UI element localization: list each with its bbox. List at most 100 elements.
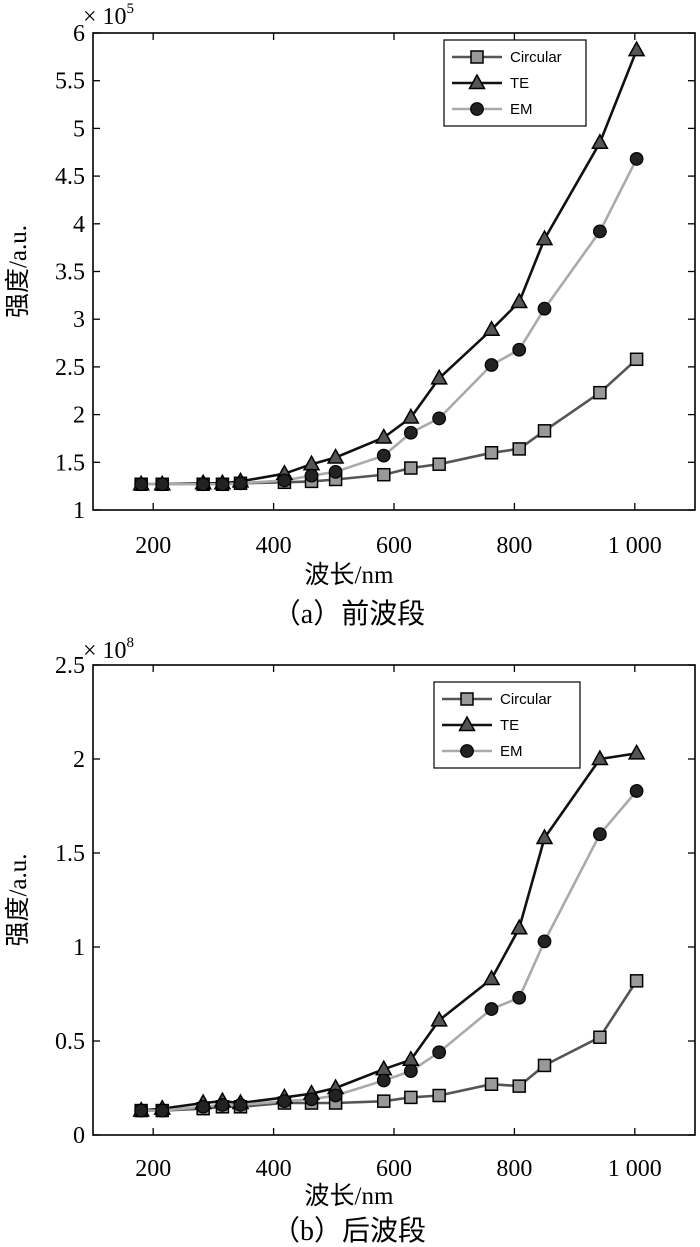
data-point <box>537 1058 552 1073</box>
series-line-em <box>141 790 638 1112</box>
data-point <box>510 292 528 309</box>
data-point <box>277 473 292 488</box>
x-tick-label: 400 <box>256 1156 292 1182</box>
x-tick-label: 800 <box>496 1156 532 1182</box>
data-point <box>402 407 420 424</box>
data-point <box>627 40 646 57</box>
y-tick-label: 2 <box>73 403 85 429</box>
data-point <box>328 464 343 479</box>
data-point <box>403 425 418 440</box>
data-point <box>134 477 149 492</box>
data-point <box>627 743 646 760</box>
legend-marker-circular <box>470 50 484 64</box>
data-point <box>304 1092 319 1107</box>
data-point <box>593 385 607 400</box>
data-point <box>629 784 644 798</box>
legend-label-em: EM <box>510 101 533 118</box>
data-point <box>535 229 554 246</box>
data-point <box>376 448 391 463</box>
chart-caption: （b）后波段 <box>272 1215 426 1247</box>
data-point <box>374 427 393 444</box>
x-tick-label: 200 <box>135 1156 171 1182</box>
data-point <box>510 918 528 935</box>
x-axis-label: 波长/nm <box>305 561 394 589</box>
data-point <box>404 461 418 475</box>
y-tick-label: 5 <box>73 116 85 142</box>
series-markers-em <box>134 152 644 492</box>
data-point <box>484 1077 499 1091</box>
data-point <box>484 1002 499 1016</box>
data-point <box>134 1103 149 1118</box>
data-point <box>512 990 527 1005</box>
data-point <box>629 152 644 166</box>
data-point <box>629 974 644 988</box>
data-point <box>482 320 501 336</box>
data-point <box>432 411 447 426</box>
y-axis-label: 强度/a.u. <box>4 225 32 318</box>
x-tick-label: 1 000 <box>608 533 662 559</box>
data-point <box>196 477 211 492</box>
y-tick-label: 2.5 <box>55 355 85 381</box>
data-point <box>233 1098 248 1112</box>
legend-label-te: TE <box>510 75 529 92</box>
data-point <box>512 442 526 456</box>
data-point <box>512 1079 526 1093</box>
data-point <box>537 934 552 949</box>
legend-marker-te <box>468 73 486 90</box>
y-tick-label: 4 <box>73 212 85 238</box>
legend: Circular TE EM <box>433 681 581 769</box>
data-point <box>404 1090 418 1105</box>
data-point <box>377 1094 391 1108</box>
data-point <box>484 446 499 460</box>
series-line-te <box>141 752 637 1112</box>
data-point <box>591 749 609 766</box>
y-tick-label: 1 <box>73 498 85 524</box>
chart-b: 0 0.5 1 1.5 2 2.5 200 400 600 800 1 000 × 108 波长/nm 强… <box>4 635 696 1247</box>
legend-label-em: EM <box>500 743 523 760</box>
x-tick-label: 200 <box>135 533 171 559</box>
series-line-em <box>141 158 638 486</box>
data-point <box>215 477 230 492</box>
data-point <box>591 133 609 149</box>
series-markers-circular <box>134 974 644 1118</box>
x-tick-label: 400 <box>256 533 292 559</box>
x-tick-label: 800 <box>496 533 532 559</box>
y-tick-label: 4.5 <box>55 164 85 190</box>
data-point <box>432 1045 447 1060</box>
data-point <box>376 1073 391 1088</box>
y-tick-label: 1 <box>73 935 85 961</box>
y-tick-label: 5.5 <box>55 69 85 95</box>
legend: Circular TE EM <box>443 39 587 127</box>
chart-a: 1 1.5 2 2.5 3 3.5 4 4.5 5 5.5 6 200 400 600 800 1 000 × … <box>4 1 696 630</box>
data-point <box>537 301 552 316</box>
legend-marker-circular <box>460 692 474 706</box>
data-point <box>484 358 499 372</box>
legend-label-circular: Circular <box>500 691 552 708</box>
series-markers-circular <box>134 352 644 491</box>
data-point <box>233 476 248 491</box>
data-point <box>629 352 644 367</box>
series-line-circular <box>141 358 638 486</box>
legend-label-te: TE <box>500 717 519 734</box>
data-point <box>155 477 170 492</box>
series-line-circular <box>141 980 638 1112</box>
y-tick-label: 2 <box>73 747 85 773</box>
data-point <box>430 368 448 385</box>
y-axis-label: 强度/a.u. <box>4 853 32 946</box>
data-point <box>403 1064 418 1078</box>
data-point <box>215 1098 230 1112</box>
data-point <box>535 828 554 845</box>
data-point <box>326 447 345 464</box>
data-point <box>432 1088 446 1103</box>
y-tick-label: 1.5 <box>55 841 85 867</box>
data-point <box>377 467 391 482</box>
data-point <box>592 224 607 239</box>
data-point <box>196 1099 211 1114</box>
data-point <box>155 1103 170 1118</box>
x-tick-label: 600 <box>376 1156 412 1182</box>
x-tick-label: 600 <box>376 533 412 559</box>
data-point <box>593 1030 607 1044</box>
y-multiplier: × 108 <box>83 635 134 664</box>
data-point <box>277 1094 292 1109</box>
